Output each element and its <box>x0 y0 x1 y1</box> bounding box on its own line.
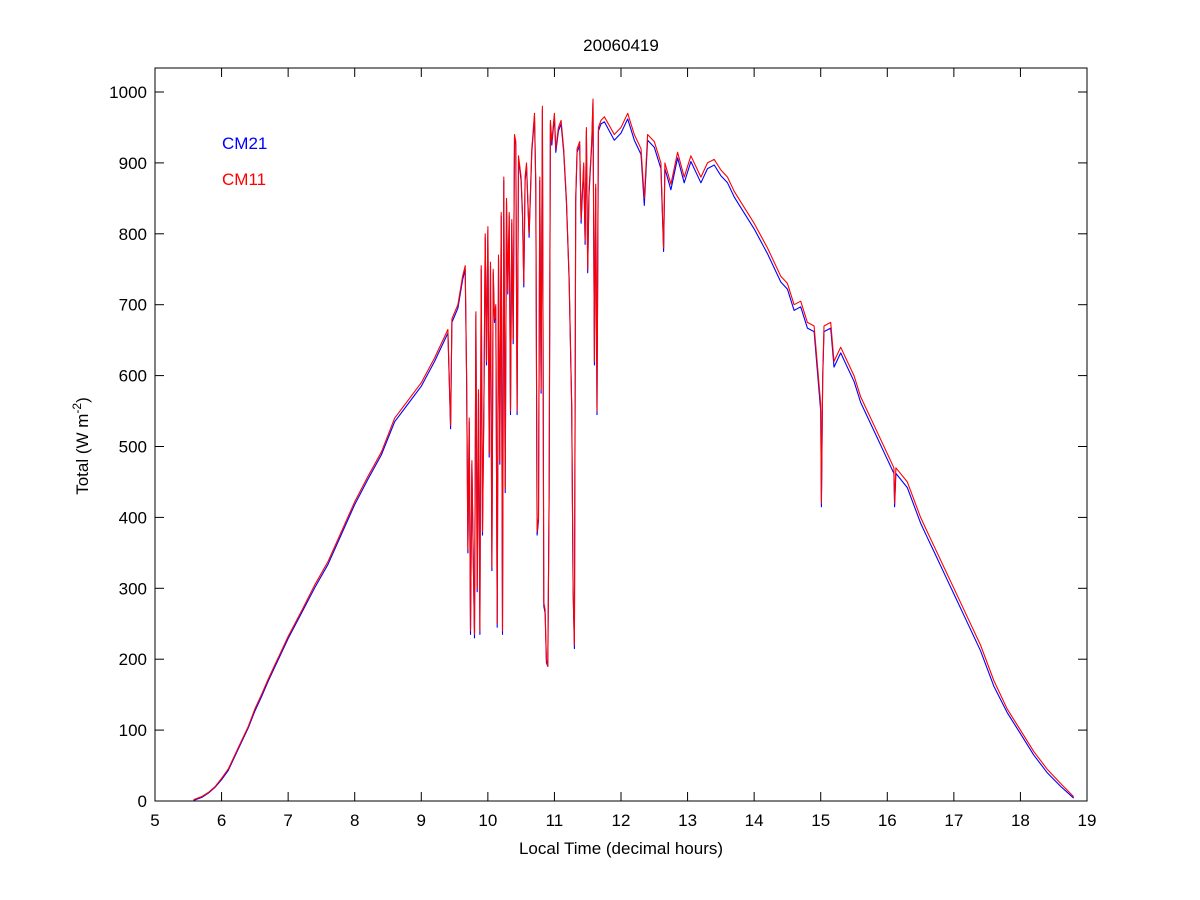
series-group <box>193 98 1075 801</box>
x-tick-label: 9 <box>417 811 426 830</box>
y-tick-label: 200 <box>119 650 147 669</box>
x-tick-label: 10 <box>478 811 497 830</box>
x-axis-label: Local Time (decimal hours) <box>519 839 723 858</box>
x-tick-label: 6 <box>217 811 226 830</box>
y-axis-label-main: Total (W m <box>73 414 92 495</box>
y-tick-label: 800 <box>119 225 147 244</box>
chart-title: 20060419 <box>583 36 659 55</box>
axis-ticks: 5 6 7 8 9 10 11 12 13 14 15 16 17 18 19 0 100 200 300 400 50… <box>109 68 1096 830</box>
legend-cm11: CM11 <box>222 170 266 189</box>
y-axis-label-sup: -2 <box>70 403 84 414</box>
y-axis-label: Total (W m-2) <box>70 397 92 495</box>
x-tick-label: 7 <box>283 811 292 830</box>
x-tick-label: 5 <box>150 811 159 830</box>
y-tick-label: 700 <box>119 296 147 315</box>
x-tick-label: 8 <box>350 811 359 830</box>
x-tick-label: 14 <box>745 811 764 830</box>
y-tick-label: 0 <box>138 792 147 811</box>
axes-box <box>154 67 1088 802</box>
y-tick-label: 400 <box>119 508 147 527</box>
series-line-cm11 <box>193 98 1075 801</box>
x-tick-label: 15 <box>811 811 830 830</box>
x-tick-label: 18 <box>1011 811 1030 830</box>
y-tick-label: 100 <box>119 721 147 740</box>
y-tick-label: 500 <box>119 438 147 457</box>
x-tick-label: 16 <box>878 811 897 830</box>
x-tick-label: 12 <box>612 811 631 830</box>
x-tick-label: 11 <box>546 811 564 830</box>
y-axis-label-end: ) <box>73 397 92 403</box>
y-tick-label: 300 <box>119 579 147 598</box>
legend-cm21: CM21 <box>222 134 267 153</box>
x-tick-label: 13 <box>678 811 697 830</box>
y-tick-label: 600 <box>119 367 147 386</box>
x-tick-label: 17 <box>944 811 963 830</box>
y-tick-label: 1000 <box>109 83 147 102</box>
x-tick-label: 19 <box>1078 811 1097 830</box>
y-tick-label: 900 <box>119 154 147 173</box>
